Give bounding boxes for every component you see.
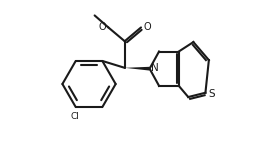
Polygon shape: [125, 67, 150, 71]
Text: Cl: Cl: [70, 112, 79, 121]
Text: N: N: [151, 63, 159, 73]
Text: O: O: [143, 22, 151, 32]
Text: S: S: [208, 89, 215, 99]
Text: O: O: [99, 22, 106, 32]
